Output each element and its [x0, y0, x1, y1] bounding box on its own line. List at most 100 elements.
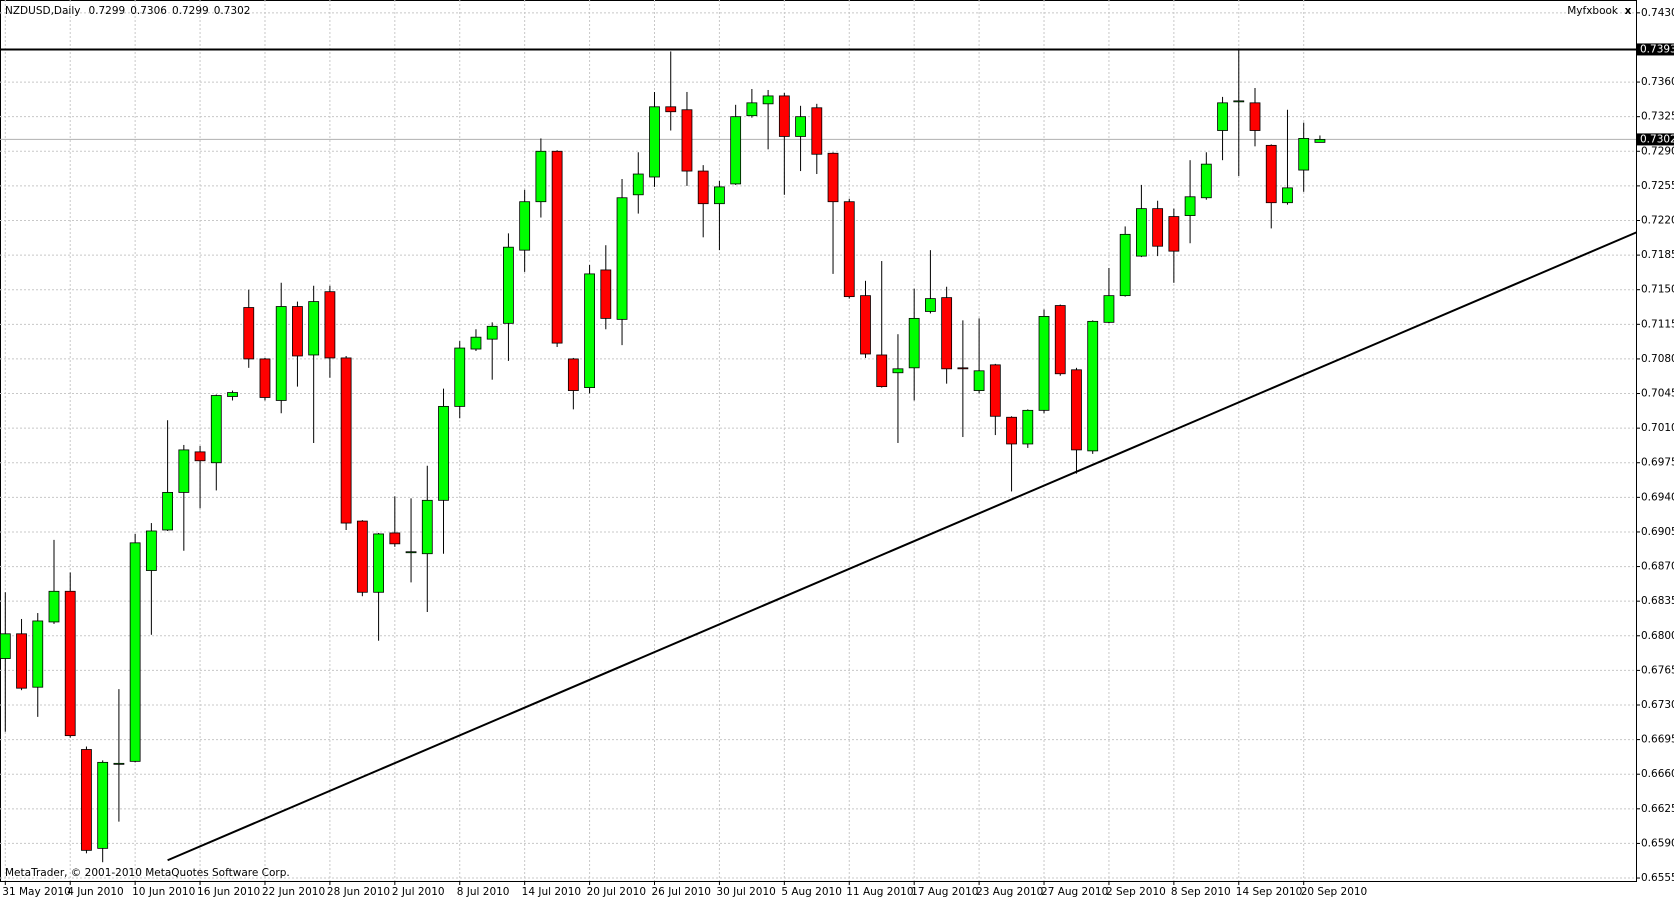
- candle-body: [860, 295, 871, 355]
- y-tick-label: 0.6975: [1641, 457, 1674, 469]
- candle-body: [665, 106, 677, 113]
- y-tick-label: 0.6765: [1641, 664, 1674, 676]
- candle-body: [957, 367, 969, 370]
- candle-body: [405, 551, 417, 554]
- candle-body: [503, 246, 514, 324]
- marks: [0, 48, 1637, 863]
- candle-body: [243, 307, 255, 360]
- candle-body: [275, 306, 287, 401]
- candle-body: [1136, 208, 1147, 257]
- candle-body: [356, 520, 368, 593]
- x-tick-label: 27 Aug 2010: [1041, 886, 1108, 898]
- candle-body: [746, 102, 758, 117]
- panel-label: Myfxbook: [1567, 5, 1619, 17]
- candle-body: [519, 201, 531, 251]
- x-tick-label: 4 Jun 2010: [67, 886, 123, 898]
- candle-body: [1265, 144, 1277, 204]
- candle-body: [340, 357, 352, 524]
- y-tick-label: 0.6835: [1641, 595, 1674, 607]
- candle-body: [1233, 100, 1245, 103]
- candle-body: [1022, 409, 1034, 445]
- y-tick-label: 0.7045: [1641, 388, 1674, 400]
- x-tick-label: 26 Jul 2010: [652, 886, 711, 898]
- candle-body: [584, 273, 595, 389]
- candle-body: [194, 451, 206, 462]
- panel-close[interactable]: x: [1625, 5, 1632, 17]
- header-high: 0.7306: [130, 5, 167, 17]
- candle-body: [567, 358, 579, 391]
- candle-body: [1184, 196, 1196, 216]
- candle-body: [373, 533, 384, 593]
- x-tick-label: 20 Sep 2010: [1301, 886, 1368, 898]
- candle-body: [973, 370, 985, 391]
- candle-body: [308, 301, 320, 356]
- candle-body: [1298, 138, 1310, 171]
- candle-body: [681, 109, 693, 172]
- hline-label: 0.7393: [1640, 43, 1674, 55]
- y-tick-label: 0.7115: [1641, 318, 1674, 330]
- grid: [0, 0, 1640, 885]
- candle-body: [1006, 416, 1017, 445]
- x-tick-label: 22 Jun 2010: [262, 886, 325, 898]
- y-tick-label: 0.6905: [1641, 526, 1674, 538]
- candle-body: [16, 633, 27, 689]
- candle-body: [486, 325, 498, 340]
- candle-body: [1152, 208, 1164, 247]
- candle-body: [600, 269, 612, 319]
- candle-body: [551, 150, 563, 344]
- candle-body: [762, 95, 774, 105]
- header-low: 0.7299: [172, 5, 209, 17]
- candle-body: [989, 364, 1001, 417]
- candle-body: [714, 186, 725, 205]
- candle-body: [162, 492, 174, 531]
- candle-body: [1314, 139, 1326, 143]
- candle-body: [64, 590, 76, 737]
- candle-body: [649, 106, 660, 178]
- candle-body: [113, 762, 125, 765]
- candle-body: [892, 368, 904, 374]
- candle-body: [1038, 316, 1050, 411]
- candle-body: [81, 749, 92, 851]
- chart-title: NZDUSD,Daily: [5, 5, 80, 17]
- x-tick-label: 17 Aug 2010: [911, 886, 978, 898]
- candle-body: [32, 620, 44, 688]
- candle-body: [178, 449, 190, 493]
- y-tick-label: 0.7185: [1641, 249, 1674, 261]
- chart-header: NZDUSD,Daily 0.7299 0.7306 0.7299 0.7302: [5, 5, 250, 17]
- price-label: 0.7302: [1640, 133, 1674, 145]
- hline-marker: [1637, 43, 1674, 56]
- candle-body: [811, 107, 823, 155]
- candle-body: [1200, 163, 1212, 199]
- x-tick-label: 28 Jun 2010: [327, 886, 390, 898]
- candle-body: [1217, 102, 1228, 131]
- candle-body: [227, 392, 238, 397]
- x-tick-label: 8 Sep 2010: [1171, 886, 1231, 898]
- x-tick-label: 5 Aug 2010: [781, 886, 842, 898]
- candle-body: [632, 173, 644, 196]
- candle-body: [616, 197, 628, 320]
- candle-body: [259, 358, 271, 398]
- candle-body: [778, 95, 790, 137]
- candle-body: [438, 405, 449, 501]
- candle-body: [1054, 305, 1066, 375]
- trendline: [167, 231, 1637, 862]
- x-tick-label: 11 Aug 2010: [846, 886, 913, 898]
- candle-body: [1087, 320, 1099, 452]
- price-marker: [1637, 133, 1674, 146]
- header-close: 0.7302: [214, 5, 251, 17]
- watermark: MetaTrader, © 2001-2010 MetaQuotes Softw…: [5, 867, 290, 879]
- x-tick-label: 2 Jul 2010: [392, 886, 445, 898]
- candle-body: [1103, 295, 1115, 323]
- candle-body: [292, 306, 303, 357]
